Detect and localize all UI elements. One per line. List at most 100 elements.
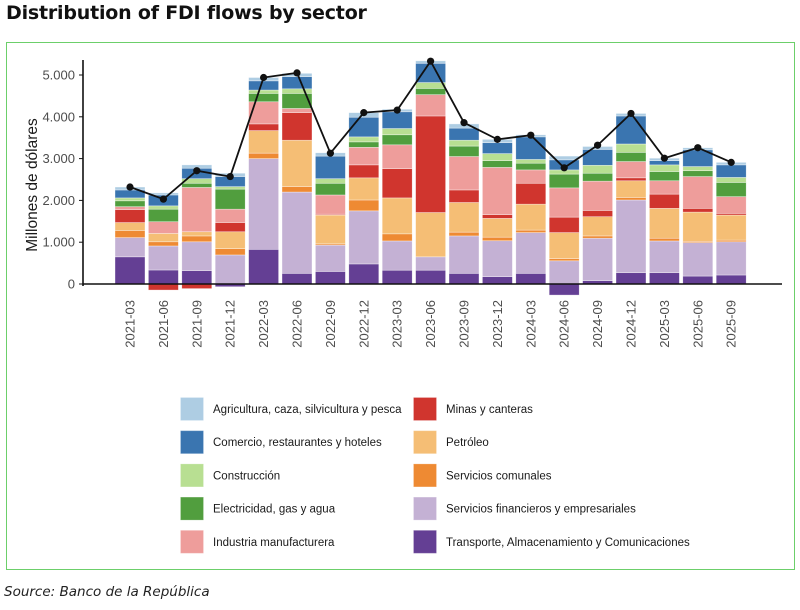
bar-segment — [214, 208, 246, 223]
bar-segment — [615, 199, 647, 274]
bar-segment — [348, 116, 380, 138]
legend-swatch — [180, 463, 204, 487]
bar-segment — [248, 130, 279, 154]
bar-segment — [448, 127, 480, 141]
bar-segment — [281, 139, 313, 187]
bar-segment — [448, 202, 480, 233]
bar-segment — [315, 194, 346, 215]
bar-segment — [214, 222, 246, 233]
bar-segment — [715, 196, 747, 214]
bar-segment — [281, 108, 313, 113]
bar-segment — [682, 275, 714, 285]
bar-segment — [148, 233, 179, 243]
bar-segment — [148, 283, 179, 291]
legend-label: Comercio, restaurantes y hoteles — [213, 437, 382, 449]
bar-segment — [482, 153, 513, 161]
bar-segment — [715, 177, 747, 183]
bar-segment — [582, 235, 613, 239]
bar-segment — [381, 144, 413, 169]
bar-segment — [715, 214, 747, 241]
bar-segment — [615, 115, 647, 145]
bar-segment — [615, 180, 647, 198]
bar-segment — [281, 93, 313, 109]
bar-segment — [248, 152, 279, 159]
x-tick-label: 2024-12 — [624, 300, 639, 348]
bar-segment — [515, 159, 547, 164]
legend-swatch — [180, 530, 204, 554]
legend-label: Petróleo — [446, 437, 489, 449]
bar-segment — [482, 236, 513, 242]
bar-segment — [181, 241, 213, 271]
legend-label: Minas y canteras — [446, 404, 533, 416]
bar-segment — [348, 199, 380, 212]
bar-segment — [181, 231, 213, 237]
y-tick-label: 4.000 — [42, 109, 75, 124]
bar-segment — [148, 221, 179, 234]
bar-segment — [649, 180, 680, 195]
bar-segment — [515, 203, 547, 231]
bar-segment — [248, 249, 279, 285]
legend-swatch — [413, 397, 437, 421]
bar-segment — [181, 182, 213, 188]
total-point — [660, 154, 669, 162]
legend-swatch — [413, 530, 437, 554]
bar-segment — [448, 145, 480, 157]
x-tick-label: 2025-09 — [724, 300, 739, 348]
bar-segment — [548, 258, 580, 262]
bar-segment — [248, 80, 279, 91]
bar-segment — [281, 88, 313, 94]
bar-segment — [515, 182, 547, 205]
bar-segment — [715, 182, 747, 197]
x-tick-label: 2023-09 — [457, 300, 472, 348]
x-tick-label: 2025-06 — [690, 300, 705, 348]
legend-swatch — [413, 463, 437, 487]
x-tick-label: 2022-03 — [256, 300, 271, 348]
bar-segment — [281, 112, 313, 141]
bar-segment — [482, 167, 513, 215]
y-tick-label: 1.000 — [42, 235, 75, 250]
bar-segment — [682, 242, 714, 277]
bar-segment — [615, 143, 647, 153]
bar-segment — [448, 139, 480, 147]
bar-segment — [181, 235, 213, 243]
legend-label: Servicios financieros y empresariales — [446, 504, 636, 516]
bar-segment — [248, 93, 279, 103]
bar-segment — [582, 180, 613, 211]
bar-segment — [715, 274, 747, 285]
bar-segment — [148, 241, 179, 247]
bar-segment — [448, 231, 480, 237]
legend: Agricultura, caza, silvicultura y pesca C… — [180, 397, 690, 554]
bar-segment — [482, 142, 513, 154]
bar-segment — [348, 147, 380, 166]
bar-segment — [114, 209, 146, 223]
x-tick-label: 2025-03 — [657, 300, 672, 348]
bar-segment — [315, 271, 346, 285]
total-point — [594, 141, 602, 149]
legend-label: Industria manufacturera — [213, 537, 335, 549]
bar-segment — [381, 233, 413, 242]
y-tick-label: 5.000 — [42, 68, 75, 83]
bar-segment — [148, 269, 179, 285]
bar-segment — [348, 210, 380, 265]
bar-segment — [415, 212, 446, 258]
bar-segment — [248, 89, 279, 94]
total-point — [727, 158, 735, 166]
bar-segment — [682, 176, 714, 209]
bar-segment — [482, 276, 513, 285]
legend-label: Servicios comunales — [446, 470, 552, 482]
bar-segment — [682, 166, 714, 172]
total-point — [694, 144, 702, 152]
bar-segment — [482, 218, 513, 238]
bar-segment — [482, 240, 513, 277]
bar-segment — [615, 177, 647, 182]
bar-segment — [415, 94, 446, 117]
bar-segment — [649, 171, 680, 182]
bar-segment — [248, 158, 279, 250]
bar-segment — [582, 172, 613, 182]
bar-segment — [114, 206, 146, 210]
bar-segment — [381, 269, 413, 285]
x-tick-label: 2023-06 — [423, 300, 438, 348]
legend-label: Agricultura, caza, silvicultura y pesca — [213, 404, 402, 416]
bar-segment — [315, 244, 346, 272]
bar-segment — [315, 182, 346, 196]
